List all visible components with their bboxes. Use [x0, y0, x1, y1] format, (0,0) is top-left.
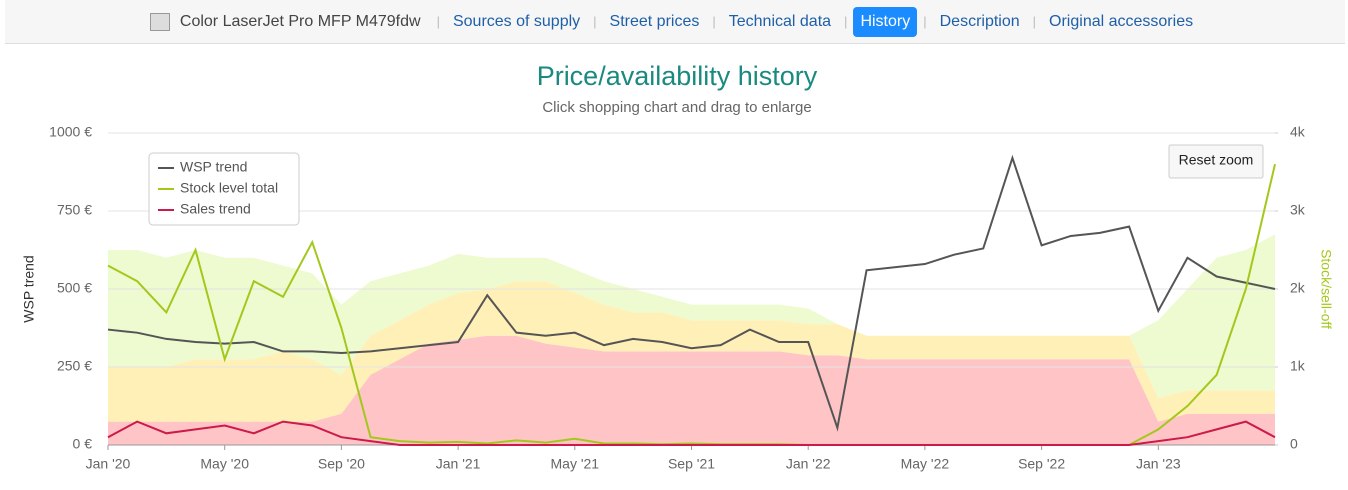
x-tick-label: Jan '22 — [786, 456, 831, 472]
product: Color LaserJet Pro MFP M479fdw — [149, 12, 421, 31]
stock-area — [108, 281, 1275, 422]
legend-label: WSP trend — [180, 159, 247, 175]
separator: | — [712, 14, 716, 29]
y2-axis-title: Stock/sell-off — [1318, 249, 1334, 329]
separator: | — [923, 14, 927, 29]
stock-area — [108, 234, 1275, 399]
button-label: Reset zoom — [1179, 152, 1254, 168]
separator: | — [436, 14, 440, 29]
legend-box — [148, 152, 300, 226]
chart: Price/availability history Click shopping… — [21, 61, 1335, 472]
y2-tick-label: 4k — [1290, 124, 1306, 140]
chart-subtitle: Click shopping chart and drag to enlarge — [542, 99, 811, 116]
y-tick-label: 750 € — [57, 202, 92, 218]
y-tick-label: 0 € — [73, 436, 93, 452]
y2-tick-label: 1k — [1290, 358, 1306, 374]
x-tick-label: Jan '23 — [1136, 456, 1181, 472]
y-tick-label: 1000 € — [49, 124, 92, 140]
x-tick-label: Sep '20 — [318, 456, 365, 472]
x-tick-label: Sep '22 — [1018, 456, 1065, 472]
series-line — [107, 154, 1276, 432]
nav-tab[interactable]: Technical data — [728, 12, 832, 30]
x-tick-label: May '20 — [200, 456, 249, 472]
y-tick-label: 500 € — [57, 280, 92, 296]
stock-area — [108, 335, 1275, 445]
y2-tick-label: 2k — [1290, 280, 1306, 296]
legend-label: Stock level total — [180, 180, 278, 196]
product-name: Color LaserJet Pro MFP M479fdw — [179, 12, 421, 30]
x-tick-label: May '22 — [901, 456, 950, 472]
y2-tick-label: 3k — [1290, 202, 1306, 218]
x-tick-label: Jan '21 — [436, 456, 481, 472]
nav-tab[interactable]: History — [853, 6, 918, 37]
separator: | — [593, 14, 597, 29]
x-tick-label: May '21 — [551, 456, 600, 472]
y-axis-title: WSP trend — [21, 255, 37, 322]
separator: | — [844, 14, 848, 29]
legend-label: Sales trend — [180, 201, 251, 217]
chart-title: Price/availability history — [537, 61, 818, 91]
nav-tab[interactable]: Original accessories — [1049, 12, 1194, 30]
x-tick-label: Jan '20 — [86, 456, 131, 472]
y2-tick-label: 0 — [1290, 436, 1298, 452]
nav-tab[interactable]: Description — [939, 12, 1020, 30]
separator: | — [1032, 14, 1037, 29]
series-line — [107, 420, 1276, 446]
nav-tab[interactable]: Sources of supply — [452, 12, 581, 30]
reset-zoom-button[interactable]: Reset zoom — [1168, 144, 1264, 179]
product-icon — [149, 12, 170, 31]
y-tick-label: 250 € — [57, 358, 92, 374]
x-tick-label: Sep '21 — [668, 456, 715, 472]
nav-bar: Color LaserJet Pro MFP M479fdw | Sources … — [5, 0, 1345, 44]
button-bg — [1168, 144, 1264, 179]
nav-tab[interactable]: Street prices — [609, 12, 700, 30]
